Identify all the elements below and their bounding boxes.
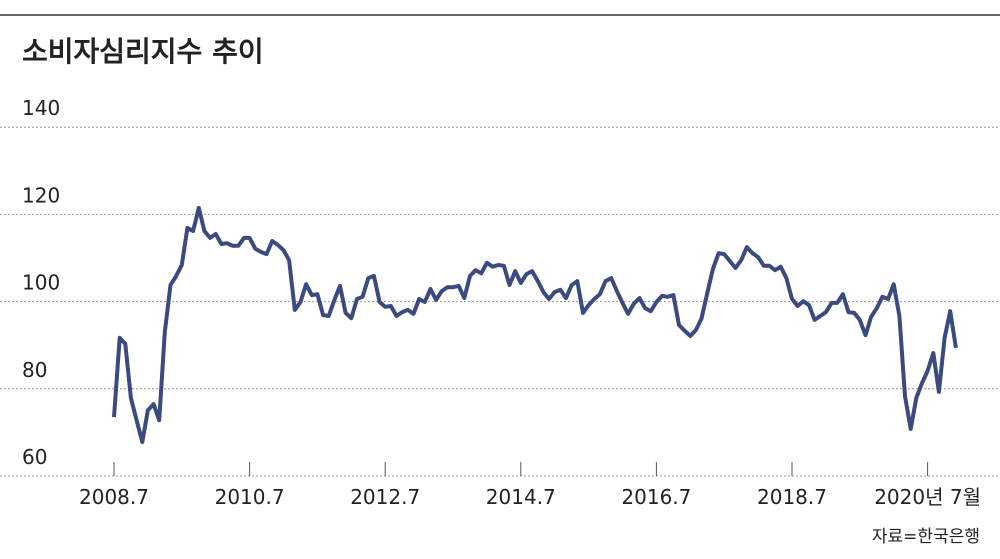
x-tick-label: 2018.7 xyxy=(757,485,827,509)
x-tick-label: 2020년 7월 xyxy=(874,485,981,509)
y-tick-label: 100 xyxy=(22,271,60,295)
x-tick-label: 2016.7 xyxy=(621,485,691,509)
x-tick-label: 2012.7 xyxy=(350,485,420,509)
x-tick-label: 2010.7 xyxy=(215,485,285,509)
x-tick-label: 2008.7 xyxy=(79,485,149,509)
data-line xyxy=(112,205,958,444)
y-tick-label: 140 xyxy=(22,96,60,120)
y-tick-label: 120 xyxy=(22,183,60,207)
x-tick-label: 2014.7 xyxy=(486,485,556,509)
y-tick-label: 80 xyxy=(22,358,47,382)
source: 자료=한국은행 xyxy=(872,527,980,547)
y-tick-label: 60 xyxy=(22,445,47,469)
chart-title: 소비자심리지수 추이 xyxy=(22,35,264,68)
